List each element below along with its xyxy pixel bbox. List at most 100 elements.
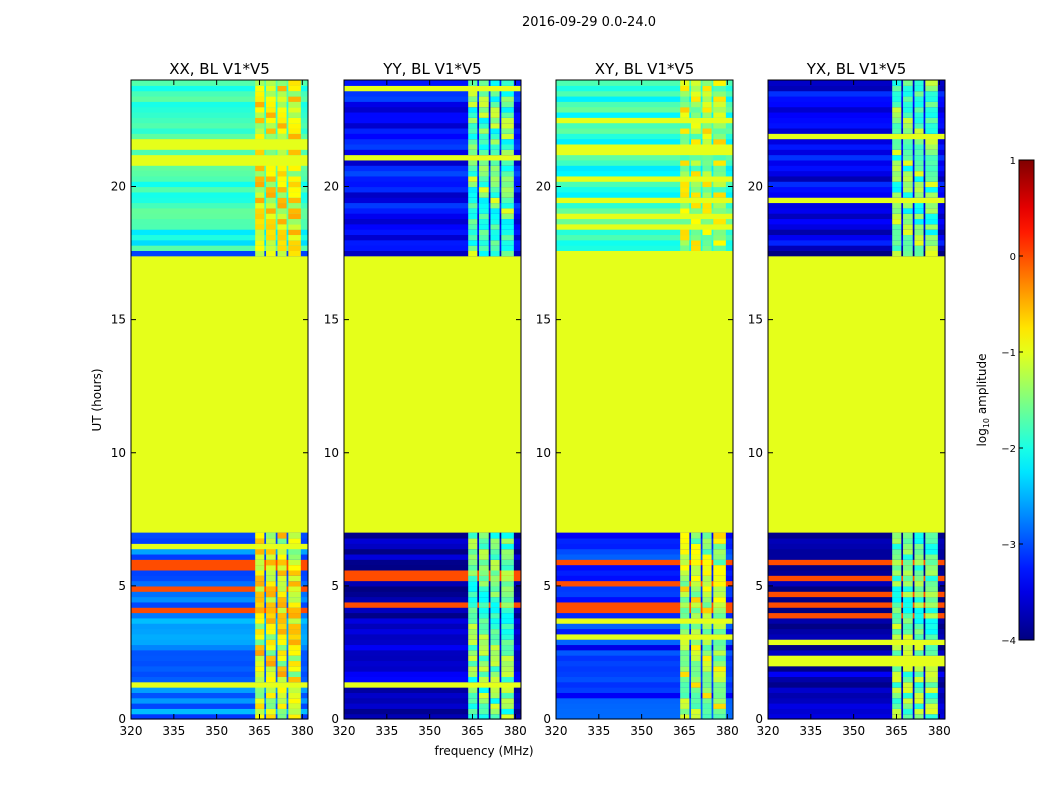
rfi-cell (925, 649, 938, 656)
rfi-cell (680, 591, 690, 598)
rfi-cell (288, 607, 301, 614)
rfi-cell (680, 708, 690, 715)
rfi-cell (702, 170, 712, 177)
rfi-cell (691, 170, 701, 177)
rfi-cell (713, 575, 726, 582)
rfi-cell (691, 234, 701, 241)
heatmap-row (344, 628, 521, 635)
rfi-cell (490, 170, 500, 177)
rfi-cell (892, 697, 902, 704)
rfi-cell (903, 191, 913, 198)
rfi-cell (490, 101, 500, 108)
heatmap-row (768, 95, 945, 102)
rfi-cell (713, 649, 726, 656)
rfi-cell (288, 197, 301, 204)
rfi-cell (468, 553, 478, 560)
rfi-cell (892, 122, 902, 129)
rfi-cell (713, 133, 726, 140)
rfi-cell (713, 532, 726, 539)
heatmap-row (131, 202, 308, 209)
heatmap-row (768, 559, 945, 566)
rfi-cell (680, 607, 690, 614)
heatmap-row (768, 676, 945, 683)
rfi-cell (468, 569, 478, 576)
rfi-cell (468, 708, 478, 715)
rfi-cell (277, 713, 287, 720)
rfi-cell (479, 612, 489, 619)
rfi-cell (490, 213, 500, 220)
heatmap-row (556, 665, 733, 672)
rfi-cell (903, 617, 913, 624)
rfi-cell (702, 660, 712, 667)
heatmap-row (131, 681, 308, 688)
y-tick-label: 20 (324, 180, 339, 194)
rfi-cell (925, 80, 938, 86)
rfi-cell (713, 229, 726, 236)
rfi-cell (914, 697, 924, 704)
heatmap-row (556, 159, 733, 166)
heatmap-row (131, 106, 308, 113)
rfi-cell (914, 186, 924, 193)
heatmap-row (768, 660, 945, 667)
rfi-cell (266, 703, 276, 709)
rfi-cell (691, 580, 701, 587)
rfi-cell (680, 85, 690, 92)
rfi-cell (713, 612, 726, 619)
rfi-cell (479, 644, 489, 651)
heatmap-row (131, 569, 308, 576)
heatmap-row (768, 575, 945, 582)
rfi-cell (713, 559, 726, 566)
rfi-cell (691, 548, 701, 555)
rfi-cell (266, 181, 276, 188)
rfi-cell (266, 245, 276, 251)
rfi-cell (288, 703, 301, 709)
rfi-cell (925, 101, 938, 108)
x-tick-label: 335 (162, 724, 185, 738)
heatmap-row (131, 559, 308, 566)
rfi-cell (266, 207, 276, 214)
rfi-cell (914, 143, 924, 150)
rfi-cell (702, 559, 712, 566)
y-tick-label: 0 (755, 712, 763, 726)
rfi-cell (713, 639, 726, 646)
rfi-cell (255, 101, 265, 108)
x-tick-label: 380 (504, 724, 527, 738)
rfi-cell (288, 229, 301, 236)
heatmap-row (344, 559, 521, 566)
rfi-cell (277, 197, 287, 204)
rfi-cell (255, 117, 265, 124)
rfi-cell (702, 708, 712, 715)
rfi-cell (468, 197, 478, 204)
rfi-cell (277, 564, 287, 571)
rfi-cell (266, 655, 276, 662)
rfi-cell (903, 607, 913, 614)
rfi-cell (925, 213, 938, 220)
x-tick-label: 335 (587, 724, 610, 738)
rfi-cell (702, 532, 712, 539)
rfi-cell (680, 564, 690, 571)
rfi-cell (702, 537, 712, 544)
rfi-cell (925, 681, 938, 688)
heatmap-row (556, 111, 733, 118)
rfi-cell (479, 218, 489, 225)
rfi-cell (914, 170, 924, 177)
rfi-cell (288, 585, 301, 592)
heatmap-row (344, 580, 521, 587)
rfi-cell (468, 628, 478, 635)
rfi-cell (479, 708, 489, 715)
rfi-cell (479, 596, 489, 603)
heatmap-row (768, 596, 945, 603)
rfi-cell (266, 559, 276, 566)
rfi-cell (468, 548, 478, 555)
rfi-cell (266, 127, 276, 134)
heatmap-row (768, 133, 945, 140)
rfi-cell (501, 687, 514, 693)
rfi-cell (468, 612, 478, 619)
rfi-cell (288, 207, 301, 214)
figure-suptitle: 2016-09-29 0.0-24.0 (522, 15, 656, 30)
heatmap-row (768, 617, 945, 624)
rfi-cell (903, 218, 913, 225)
heatmap-row (344, 692, 521, 699)
heatmap-row (344, 591, 521, 598)
rfi-cell (255, 548, 265, 555)
